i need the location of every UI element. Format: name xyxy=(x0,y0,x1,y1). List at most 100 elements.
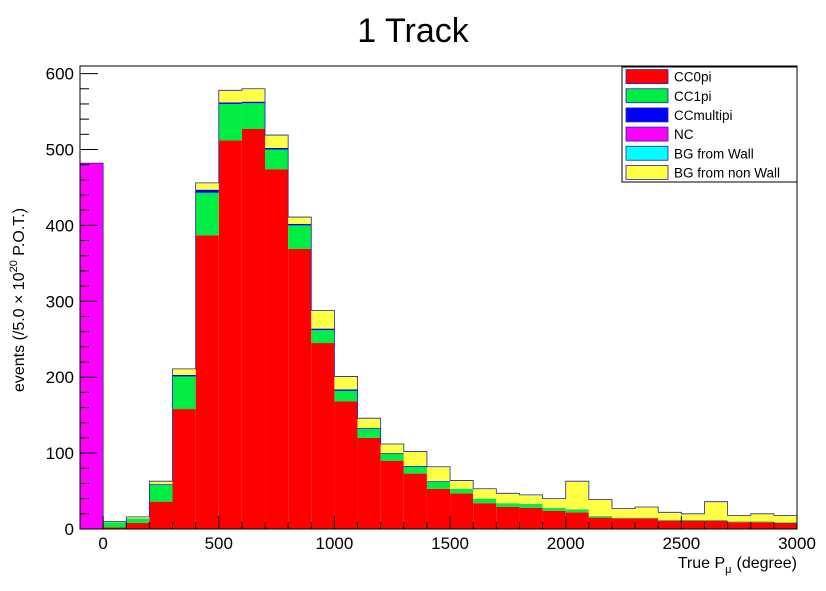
bar-ccmultipi-6 xyxy=(218,102,242,104)
chart-title: 1 Track xyxy=(357,12,469,50)
bar-cc0pi-6 xyxy=(218,140,242,529)
bar-ccmultipi-12 xyxy=(357,428,381,429)
x-tick-label: 2500 xyxy=(662,534,700,553)
y-tick-label: 500 xyxy=(46,140,74,159)
bar-cc1pi-3 xyxy=(149,484,173,502)
bar-bg-from-non-wall-8 xyxy=(265,135,289,148)
bar-cc1pi-24 xyxy=(635,517,659,519)
bar-bg-from-non-wall-23 xyxy=(611,508,636,518)
bar-cc1pi-17 xyxy=(473,498,497,504)
bar-cc1pi-20 xyxy=(542,507,566,511)
bar-cc0pi-15 xyxy=(426,488,451,529)
bar-bg-from-non-wall-16 xyxy=(450,480,474,489)
bar-cc0pi-4 xyxy=(172,409,196,529)
bar-cc1pi-19 xyxy=(519,503,543,508)
bar-cc1pi-10 xyxy=(311,330,335,344)
bar-cc1pi-29 xyxy=(750,521,774,523)
bar-ccmultipi-4 xyxy=(172,374,196,377)
legend-label-bg-from-non-wall: BG from non Wall xyxy=(674,165,780,180)
bar-ccmultipi-3 xyxy=(149,484,173,485)
bar-cc0pi-1 xyxy=(103,527,127,529)
bar-cc1pi-27 xyxy=(704,519,728,521)
bar-cc1pi-2 xyxy=(126,518,150,523)
plot-frame xyxy=(79,65,798,530)
bar-bg-from-non-wall-24 xyxy=(635,506,659,518)
bar-bg-from-non-wall-4 xyxy=(172,368,196,375)
bar-bg-from-non-wall-13 xyxy=(380,443,404,454)
bar-cc0pi-20 xyxy=(542,510,566,529)
bar-cc0pi-8 xyxy=(265,169,289,529)
bar-cc1pi-9 xyxy=(288,225,312,249)
bar-cc0pi-3 xyxy=(149,501,173,529)
bar-ccmultipi-15 xyxy=(426,481,451,482)
bar-cc0pi-27 xyxy=(704,520,728,529)
legend-swatch-nc xyxy=(625,126,669,142)
bar-cc0pi-28 xyxy=(727,522,751,529)
legend-label-nc: NC xyxy=(674,127,694,142)
bar-bg-from-non-wall-10 xyxy=(311,310,335,329)
y-axis-title: events (/5.0 × 1020 P.O.T.) xyxy=(8,208,28,392)
bar-bg-from-non-wall-15 xyxy=(426,466,451,482)
bar-bg-from-non-wall-19 xyxy=(519,494,543,504)
bar-cc1pi-1 xyxy=(103,522,127,528)
bar-cc0pi-12 xyxy=(357,437,381,529)
x-tick-label: 1500 xyxy=(431,534,469,553)
bar-bg-from-non-wall-28 xyxy=(727,515,751,522)
bar-bg-from-non-wall-14 xyxy=(403,451,427,467)
x-axis-title: True Pμ (degree) xyxy=(678,555,797,576)
legend-swatch-bg-from-wall xyxy=(625,145,669,161)
bar-ccmultipi-11 xyxy=(334,389,358,391)
bar-bg-from-non-wall-20 xyxy=(542,498,566,508)
y-tick-label: 600 xyxy=(46,65,74,84)
bar-cc1pi-7 xyxy=(241,103,266,129)
bar-bg-from-non-wall-11 xyxy=(334,376,358,390)
bar-cc0pi-23 xyxy=(611,518,636,529)
x-tick-label: 0 xyxy=(98,534,107,553)
bar-bg-from-non-wall-29 xyxy=(750,513,774,522)
legend: CC0pi CC1pi CCmultipi NC BG from Wall BG from… xyxy=(621,66,798,183)
bar-cc0pi-7 xyxy=(241,128,266,530)
bar-bg-from-non-wall-18 xyxy=(496,493,520,504)
x-tick-label: 3000 xyxy=(778,534,816,553)
x-tick-label: 500 xyxy=(205,534,233,553)
bar-cc0pi-26 xyxy=(681,520,705,529)
legend-swatch-cc0pi xyxy=(625,69,669,84)
y-tick-label: 100 xyxy=(46,444,74,463)
bar-cc1pi-5 xyxy=(195,192,219,236)
bar-bg-from-non-wall-27 xyxy=(704,501,728,520)
bar-bg-from-non-wall-2 xyxy=(126,516,150,519)
y-tick-label: 200 xyxy=(46,368,74,387)
bar-nc-0 xyxy=(80,163,104,529)
bar-bg-from-non-wall-6 xyxy=(218,90,242,103)
legend-label-bg-from-wall: BG from Wall xyxy=(674,146,754,161)
bar-bg-from-non-wall-25 xyxy=(658,512,682,520)
bar-bg-from-non-wall-22 xyxy=(588,499,612,517)
bar-cc1pi-28 xyxy=(727,521,751,523)
y-tick-label: 0 xyxy=(65,520,74,539)
bar-cc0pi-29 xyxy=(750,522,774,529)
y-tick-label: 400 xyxy=(46,216,74,235)
bar-cc1pi-26 xyxy=(681,519,705,521)
bar-ccmultipi-9 xyxy=(288,223,312,226)
bar-cc1pi-18 xyxy=(496,503,520,507)
bar-cc0pi-11 xyxy=(334,401,358,529)
bar-cc0pi-5 xyxy=(195,235,219,529)
legend-swatch-ccmultipi xyxy=(625,107,669,123)
legend-swatch-cc1pi xyxy=(625,88,669,104)
bar-cc1pi-21 xyxy=(565,509,589,513)
x-tick-label: 1000 xyxy=(316,534,354,553)
bars-layer xyxy=(79,88,797,530)
bar-bg-from-non-wall-12 xyxy=(357,418,381,429)
legend-swatch-bg-from-non-wall xyxy=(625,165,669,180)
bar-bg-from-non-wall-7 xyxy=(241,88,266,102)
bar-ccmultipi-7 xyxy=(241,101,266,104)
bar-bg-from-non-wall-21 xyxy=(565,481,589,510)
bar-cc0pi-16 xyxy=(450,493,474,529)
bar-bg-from-non-wall-26 xyxy=(681,513,705,520)
ticks-layer: 0 500 1000 1500 2000 2500 3000 0 100 200 300 400 500… xyxy=(46,65,816,553)
bar-cc1pi-6 xyxy=(218,103,242,141)
bar-cc0pi-24 xyxy=(635,518,659,529)
bar-cc0pi-10 xyxy=(311,343,335,529)
bar-cc1pi-8 xyxy=(265,149,289,170)
